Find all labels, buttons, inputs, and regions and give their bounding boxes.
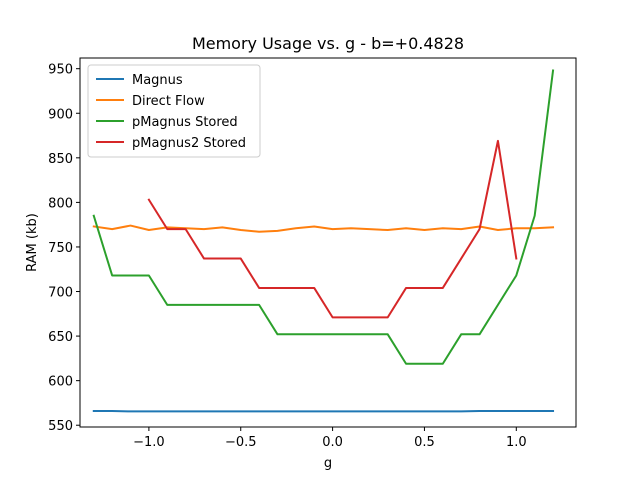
y-tick-label: 650 xyxy=(48,330,73,345)
legend-label: Magnus xyxy=(132,73,183,88)
x-tick-label: 1.0 xyxy=(506,435,527,450)
x-tick-label: 0.0 xyxy=(322,435,343,450)
y-tick-label: 700 xyxy=(48,286,73,301)
y-tick-label: 900 xyxy=(48,107,73,122)
x-tick-label: 0.5 xyxy=(414,435,435,450)
legend-label: pMagnus Stored xyxy=(132,115,238,130)
legend-box xyxy=(87,64,261,158)
y-tick-label: 600 xyxy=(48,375,73,390)
y-tick-label: 850 xyxy=(48,152,73,167)
legend-label: Direct Flow xyxy=(132,94,205,109)
series-line-2 xyxy=(92,224,555,233)
y-axis-label: RAM (kb) xyxy=(25,213,40,272)
y-tick-label: 950 xyxy=(48,63,73,78)
plot-frame xyxy=(79,57,577,428)
chart-title: Memory Usage vs. g - b=+0.4828 xyxy=(192,34,464,53)
series-line-4 xyxy=(147,139,518,319)
y-tick-label: 550 xyxy=(48,419,73,434)
legend-label: pMagnus2 Stored xyxy=(132,136,246,151)
series-line-3 xyxy=(92,69,555,365)
x-tick-label: −0.5 xyxy=(225,435,257,450)
y-axis: 550 600 650 700 750 800 850 900 950 xyxy=(48,63,80,434)
x-tick-label: −1.0 xyxy=(133,435,165,450)
series-layer xyxy=(92,69,555,413)
x-axis-label: g xyxy=(324,456,332,471)
legend: Magnus Direct Flow pMagnus Stored pMagnus2 … xyxy=(87,64,261,158)
y-tick-label: 750 xyxy=(48,241,73,256)
x-axis: −1.0 −0.5 0.0 0.5 1.0 xyxy=(133,427,527,450)
y-tick-label: 800 xyxy=(48,196,73,211)
